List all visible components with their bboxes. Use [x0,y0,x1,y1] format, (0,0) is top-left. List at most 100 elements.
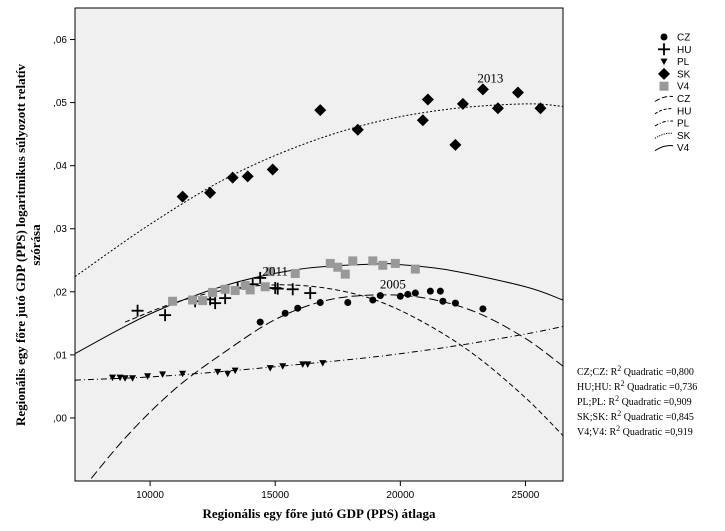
point-sk [476,83,489,96]
x-tick-label: 10000 [136,490,164,501]
point-v4 [208,287,218,297]
r-squared-line: V4;V4: R2 Quadratic =0,919 [577,424,693,438]
point-sk [351,123,364,136]
data-points [109,83,547,382]
legend-item-cz: CZ [660,33,690,44]
point-cz [479,305,487,313]
y-tick-label: ,06 [53,35,67,46]
axes: 10000 15000 20000 25000 ,00 ,01 ,02 ,03 ,04 ,05 ,0… [53,35,540,501]
point-sk [449,138,462,151]
legend-marker-cz [660,33,668,41]
point-cz [411,289,419,297]
x-tick-label: 25000 [512,490,540,501]
point-hu [286,283,299,296]
annotation-2013: 2013 [477,70,503,85]
point-sk [241,170,254,183]
point-v4 [220,284,230,294]
point-cz [256,318,264,326]
point-cz [281,309,289,317]
point-cz [451,299,459,307]
legend-item-v4: V4 [659,81,690,93]
point-cz [369,296,377,304]
legend-line-hu [654,108,674,115]
y-tick-label: ,00 [53,413,67,424]
fit-line-pl [75,325,563,381]
legend-label: PL [677,57,690,68]
point-hu [219,292,232,305]
legend-line-cz [654,95,674,102]
point-cz [396,292,404,300]
legend-item-sk: SK [658,67,691,80]
legend-label: SK [677,69,691,80]
point-pl [129,375,137,382]
legend-label: HU [677,106,691,117]
legend-item-pl: PL [660,57,690,68]
legend-label: V4 [677,143,690,154]
point-cz [376,292,384,300]
y-tick-label: ,05 [53,98,67,109]
point-pl [121,375,129,382]
legend-item-cz: CZ [654,94,690,105]
y-tick-label: ,04 [53,161,67,172]
point-hu [304,287,317,300]
annotations: 2013 2011 2005 [262,70,503,291]
point-v4 [325,258,335,268]
point-v4 [390,258,400,268]
point-v4 [333,262,343,272]
r-squared-line: SK;SK: R2 Quadratic =0,845 [577,409,694,423]
x-axis-title: Regionális egy főre jutó GDP (PPS) átlag… [202,506,436,521]
legend-line-v4 [654,145,674,152]
point-cz [426,287,434,295]
y-axis-title-line-1: Regionális egy főre jutó GDP (PPS) logar… [13,63,28,426]
point-cz [436,287,444,295]
y-axis-title-line-2: szórása [28,224,43,266]
legend-item-pl: PL [654,119,690,130]
point-cz [404,290,412,298]
legend-label: HU [677,45,691,56]
point-pl [231,367,239,375]
legend-label: PL [677,119,690,130]
point-sk [266,163,279,176]
legend-marker-v4 [659,81,669,91]
point-sk [314,104,327,117]
point-v4 [198,296,208,306]
point-pl [116,374,124,382]
legend-marker-hu [658,43,670,56]
y-tick-label: ,01 [53,350,67,361]
y-tick-label: ,03 [53,224,67,235]
legend-item-hu: HU [654,106,691,117]
point-hu [254,271,267,284]
point-pl [109,374,117,382]
point-v4 [168,296,178,306]
point-pl [214,368,222,376]
legend-item-sk: SK [654,131,691,142]
point-pl [179,370,187,378]
point-v4 [368,256,378,266]
point-v4 [348,256,358,266]
x-tick-label: 20000 [386,490,414,501]
point-sk [421,93,434,106]
point-v4 [340,269,350,279]
point-pl [266,365,274,372]
point-v4 [188,295,198,305]
point-cz [294,304,302,312]
r-squared-line: HU;HU: R2 Quadratic =0,736 [577,379,697,393]
point-hu [209,297,222,310]
point-pl [144,373,152,380]
point-hu [159,309,172,322]
legend-line-pl [654,120,674,127]
point-cz [344,299,352,307]
legend-marker-pl [660,58,668,66]
y-tick-label: ,02 [53,287,67,298]
point-sk [176,190,189,203]
point-hu [131,304,144,317]
point-pl [319,360,327,367]
legend-line-sk [654,132,674,139]
point-v4 [230,286,240,296]
point-v4 [260,282,270,292]
point-sk [534,102,547,115]
fit-line-hu [124,284,563,436]
point-sk [491,102,504,115]
